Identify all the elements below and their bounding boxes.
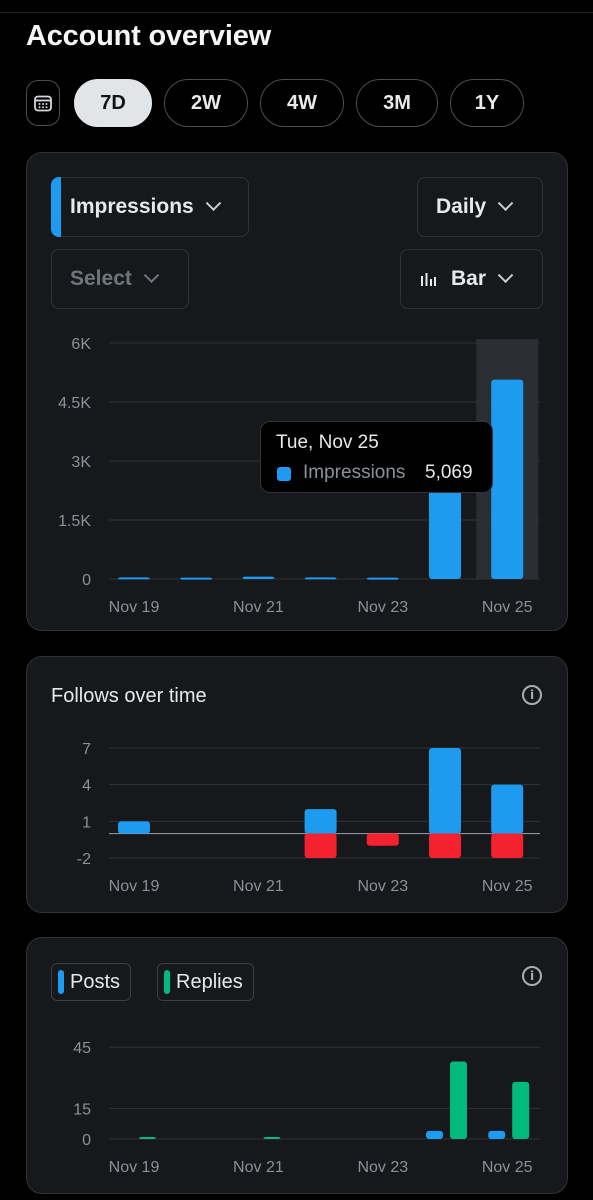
page-title: Account overview [26,20,271,52]
bar [304,809,337,834]
x-tick-label: Nov 23 [357,878,408,895]
info-icon[interactable]: i [522,685,542,705]
legend-posts-swatch [58,970,64,994]
interval-dropdown-label: Daily [436,195,487,218]
metric-dropdown[interactable]: Impressions [51,177,249,237]
bar [139,1136,156,1139]
bar [366,577,399,580]
tooltip-date: Tue, Nov 25 [276,432,379,453]
calendar-button[interactable] [26,80,60,126]
x-tick-label: Nov 19 [109,1159,160,1176]
y-tick-label: 45 [73,1040,91,1057]
legend-replies[interactable]: Replies [157,963,254,1001]
follows-card: Follows over time i -2 1 4 7 Nov 19 Nov 21 Nov… [26,656,568,913]
metric-color-accent [51,177,61,237]
compare-dropdown-label: Select [70,267,132,290]
bar [429,833,461,858]
bar [488,1130,506,1139]
y-tick-label: 0 [82,572,91,589]
x-tick-label: Nov 21 [233,599,284,616]
bar [304,833,337,858]
y-tick-label: 0 [82,1132,91,1149]
chart-type-dropdown[interactable]: Bar [400,249,543,309]
range-4w-button[interactable]: 4W [260,79,344,127]
y-tick-label: -2 [77,851,91,868]
x-tick-label: Nov 21 [233,878,284,895]
x-tick-label: Nov 19 [109,878,160,895]
metric-dropdown-label: Impressions [70,195,194,218]
legend-replies-label: Replies [176,970,243,993]
impressions-card: Impressions Daily Select Bar 0 1.5K 3K 4.5K… [26,152,568,631]
range-2w-button[interactable]: 2W [164,79,248,127]
posts-replies-chart[interactable]: 0 15 45 Nov 19 Nov 21 Nov 23 Nov 25 [27,938,569,1195]
bar [491,833,524,858]
date-range-selector: 7D 2W 4W 3M 1Y [26,79,524,127]
bar [491,379,524,579]
tooltip-series-swatch [277,467,291,481]
legend-posts-label: Posts [70,970,121,993]
bar [180,577,213,580]
y-tick-label: 15 [73,1101,91,1118]
bar [450,1061,467,1139]
bar [118,821,150,834]
x-tick-label: Nov 23 [357,599,408,616]
bar [429,748,461,834]
bar [491,784,524,834]
y-tick-label: 6K [71,336,91,353]
top-divider [0,12,593,13]
posts-replies-card: Posts Replies i 0 15 45 Nov 19 Nov 21 Nov 23 N… [26,937,568,1194]
bar [263,1136,281,1139]
bar [429,484,461,579]
y-tick-label: 1.5K [58,513,91,530]
x-tick-label: Nov 23 [357,1159,408,1176]
bar [512,1081,530,1139]
y-tick-label: 3K [71,454,91,471]
follows-card-title: Follows over time [51,685,207,707]
chart-type-dropdown-label: Bar [451,267,487,290]
bar [304,577,337,580]
range-3m-button[interactable]: 3M [356,79,438,127]
calendar-icon [34,95,52,112]
chart-tooltip: Tue, Nov 25 Impressions 5,069 [260,421,493,493]
bar [242,576,275,579]
y-tick-label: 4.5K [58,395,91,412]
x-tick-label: Nov 25 [482,1159,533,1176]
x-tick-label: Nov 19 [109,599,160,616]
x-tick-label: Nov 25 [482,599,533,616]
x-tick-label: Nov 21 [233,1159,284,1176]
bar [366,833,399,846]
range-1y-button[interactable]: 1Y [450,79,524,127]
y-tick-label: 1 [82,814,91,831]
bar [426,1130,443,1139]
x-tick-label: Nov 25 [482,878,533,895]
tooltip-series-name: Impressions [303,462,406,483]
impressions-chart[interactable]: 0 1.5K 3K 4.5K 6K Nov 19 Nov 21 Nov 23 Nov 25 [27,153,569,632]
y-tick-label: 7 [82,741,91,758]
bar-chart-icon [421,273,436,286]
follows-chart[interactable]: -2 1 4 7 Nov 19 Nov 21 Nov 23 Nov 25 [27,657,569,914]
compare-dropdown[interactable]: Select [51,249,189,309]
info-icon[interactable]: i [522,966,542,986]
range-7d-button[interactable]: 7D [74,79,152,127]
bar [118,577,150,580]
interval-dropdown[interactable]: Daily [417,177,543,237]
legend-posts[interactable]: Posts [51,963,132,1001]
legend-replies-swatch [164,970,170,994]
y-tick-label: 4 [82,778,91,795]
tooltip-value: 5,069 [425,462,473,483]
